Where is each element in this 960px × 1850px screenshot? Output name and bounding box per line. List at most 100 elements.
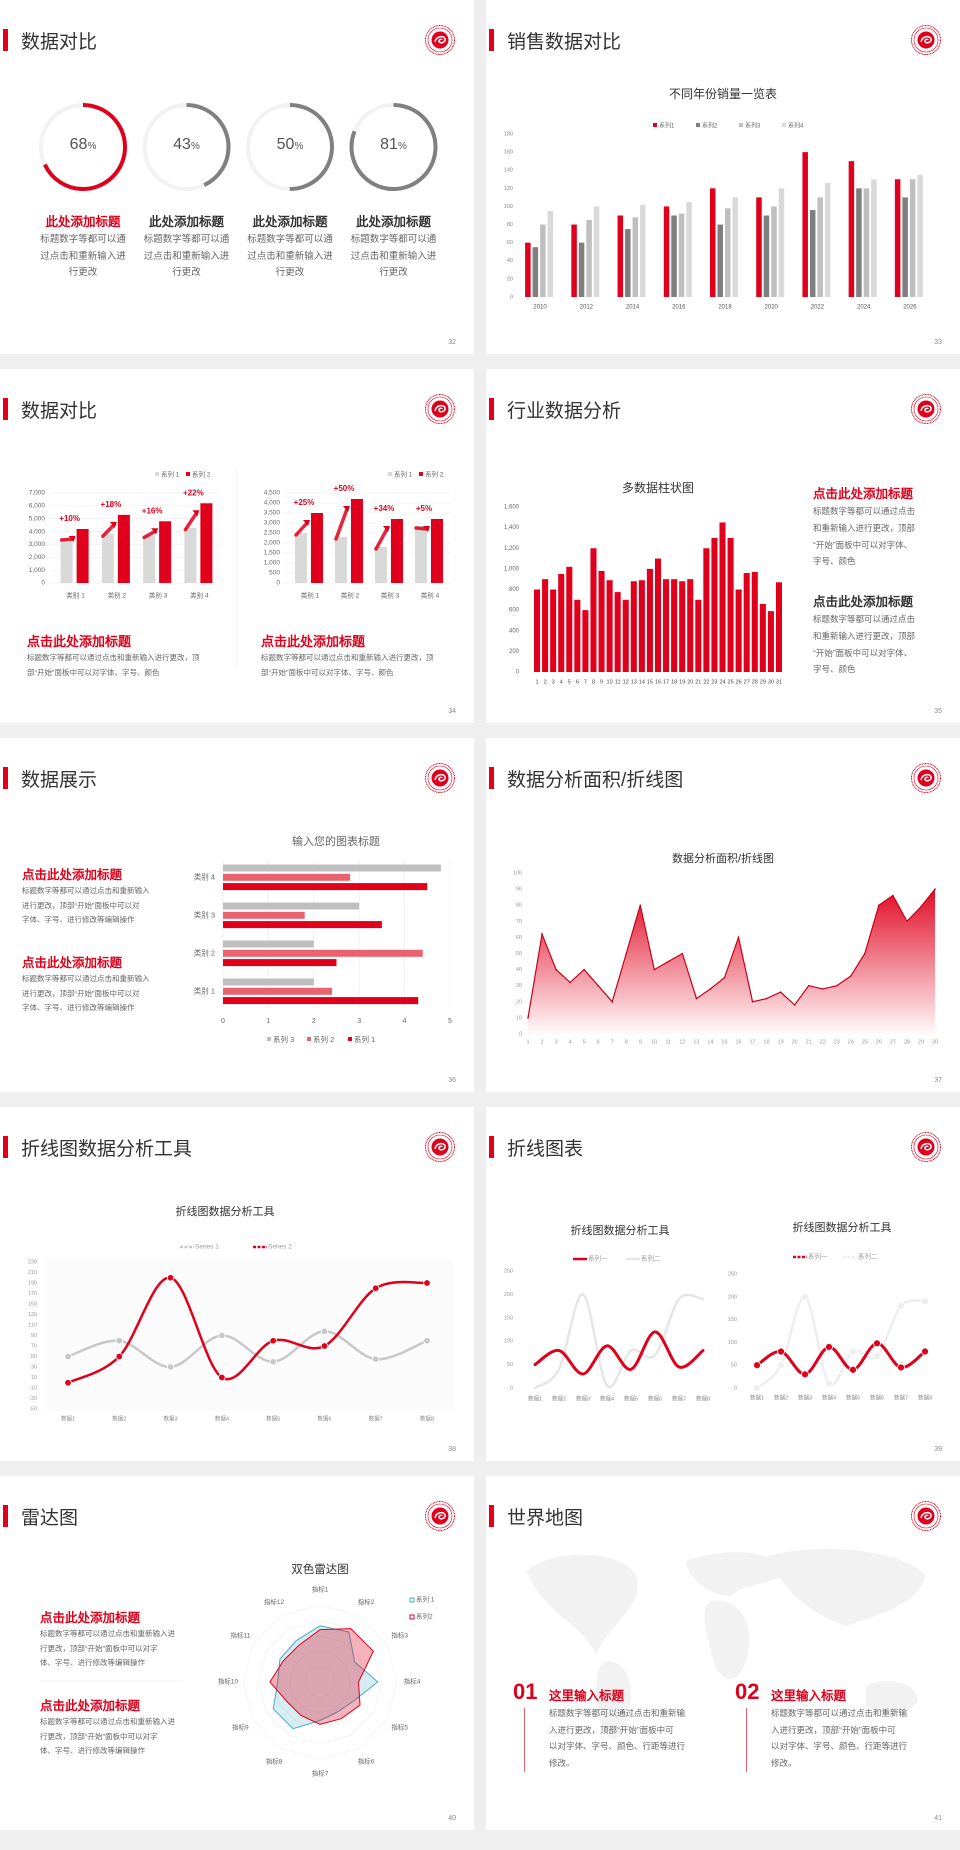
x-tick-label: 31 [776,679,782,685]
chart-title: 折线图数据分析工具 [176,1204,275,1218]
bar [590,548,597,672]
x-tick-label: 4 [403,1018,407,1025]
bar [717,224,723,297]
block-body-line: 行更改，顶部“开始”面板中可以对字 [40,1731,158,1741]
growth-annotation: +5% [416,504,432,513]
legend-swatch [388,472,392,476]
bar-series-1 [415,526,427,583]
bar [542,579,549,672]
data-marker [64,1352,72,1361]
y-tick-label: 70 [516,919,522,925]
legend-label: 系列3 [745,122,761,130]
title-accent-bar [489,398,494,420]
x-tick-label: 数据6 [317,1414,331,1422]
block-body-line: 字体、字号、进行修改等编辑操作 [22,1003,135,1012]
y-tick-label: 1,000 [504,566,520,572]
bar [710,188,716,297]
growth-annotation: +10% [59,514,80,523]
y-tick-label: 10 [516,1015,522,1021]
block-body-line: 标题数字等都可以通过点击和重新输入 [22,974,150,983]
data-point [625,952,628,955]
y-tick-label: 200 [728,1294,737,1300]
x-tick-label: 28 [752,679,758,685]
bar-series-2 [311,513,323,583]
data-marker [372,1284,380,1292]
legend-label: 系列二 [641,1254,661,1263]
bar-series-2 [391,519,403,583]
x-tick-label: 10 [607,679,613,685]
item-body-line: 入进行更改，顶部“开始”面板中可 [549,1724,674,1735]
bar [727,537,734,672]
legend-swatch [409,1597,415,1603]
bar [732,197,738,297]
data-marker [873,1339,881,1348]
x-tick-label: 2012 [580,305,594,311]
bar-series-2 [431,519,443,583]
growth-annotation: +25% [294,498,315,507]
legend-label: 系列 2 [313,1034,334,1044]
item-number: 02 [735,1679,760,1704]
bar [625,229,631,297]
chart-layer: 系列 1 系列 2 0 1,000 2,000 3,000 4,000 5,000 6,000 7… [29,469,450,669]
x-tick-label: 20 [792,1039,798,1045]
slide-39: 折线图表 39 折线图数据分析工具 0 50 100 150 200 250 数据1 数据2 数据3 数… [486,1107,960,1461]
bar [763,215,770,297]
y-tick-label: 100 [504,1339,513,1345]
data-point [765,997,768,1000]
y-tick-label: 0 [276,580,280,587]
progress-ring-arc [349,103,438,191]
bar [547,210,554,297]
data-point [821,988,824,990]
x-tick-label: 8 [625,1039,628,1045]
x-tick-label: 2014 [626,305,640,311]
data-point [583,968,585,971]
bar-series-2 [351,499,363,583]
y-tick-label: 50 [516,951,522,957]
ring-body-line: 过点击和重新输入进 [143,250,230,262]
logo-emblem-icon [425,763,455,793]
data-point [667,960,670,963]
logo-inner-ring [913,1503,939,1529]
bar [871,179,877,297]
x-tick-label: 类别 2 [341,591,360,600]
x-tick-label: 数据8 [696,1394,710,1402]
chart-layer [39,103,438,191]
slide-title: 数据展示 [21,770,98,791]
x-tick-label: 2020 [765,305,779,311]
bar [725,208,731,297]
y-tick-label: 4,000 [264,500,281,507]
progress-value: 68% [43,136,123,154]
page-number: 35 [934,708,942,715]
progress-unit: % [294,141,304,152]
radar-axis-label: 指标12 [264,1597,285,1606]
radar-axis-label: 指标5 [391,1723,408,1732]
logo-emblem-icon [911,1501,941,1531]
legend-swatch [419,472,423,476]
data-point [639,904,642,906]
data-marker [825,1343,833,1351]
y-tick-label: 250 [728,1271,737,1277]
progress-value: 43% [147,136,227,154]
ring-body-line: 过点击和重新输入进 [350,250,437,262]
growth-arrowhead [109,521,117,528]
series-line [755,1295,927,1390]
legend-swatch [782,123,786,127]
bar-series-2 [200,503,213,583]
block-body-line: 标题数字等都可以通过点击 [813,506,916,516]
x-tick-label: 数据1 [528,1394,542,1402]
bar [686,201,692,297]
y-tick-label: 20 [516,999,522,1005]
data-point [723,976,726,979]
logo-swirl [434,1511,446,1520]
y-tick-label: 1,000 [264,560,281,567]
continent-shape [686,1552,786,1596]
ring-body-line: 标题数字等都可以通 [40,234,126,245]
x-tick-label: 数据3 [576,1394,590,1402]
x-tick-label: 21 [806,1039,812,1045]
y-tick-label: 100 [504,204,513,210]
x-tick-label: 8 [592,679,595,685]
chart-title: 数据分析面积/折线图 [672,851,774,865]
bar [817,197,823,297]
data-point [793,1004,796,1006]
